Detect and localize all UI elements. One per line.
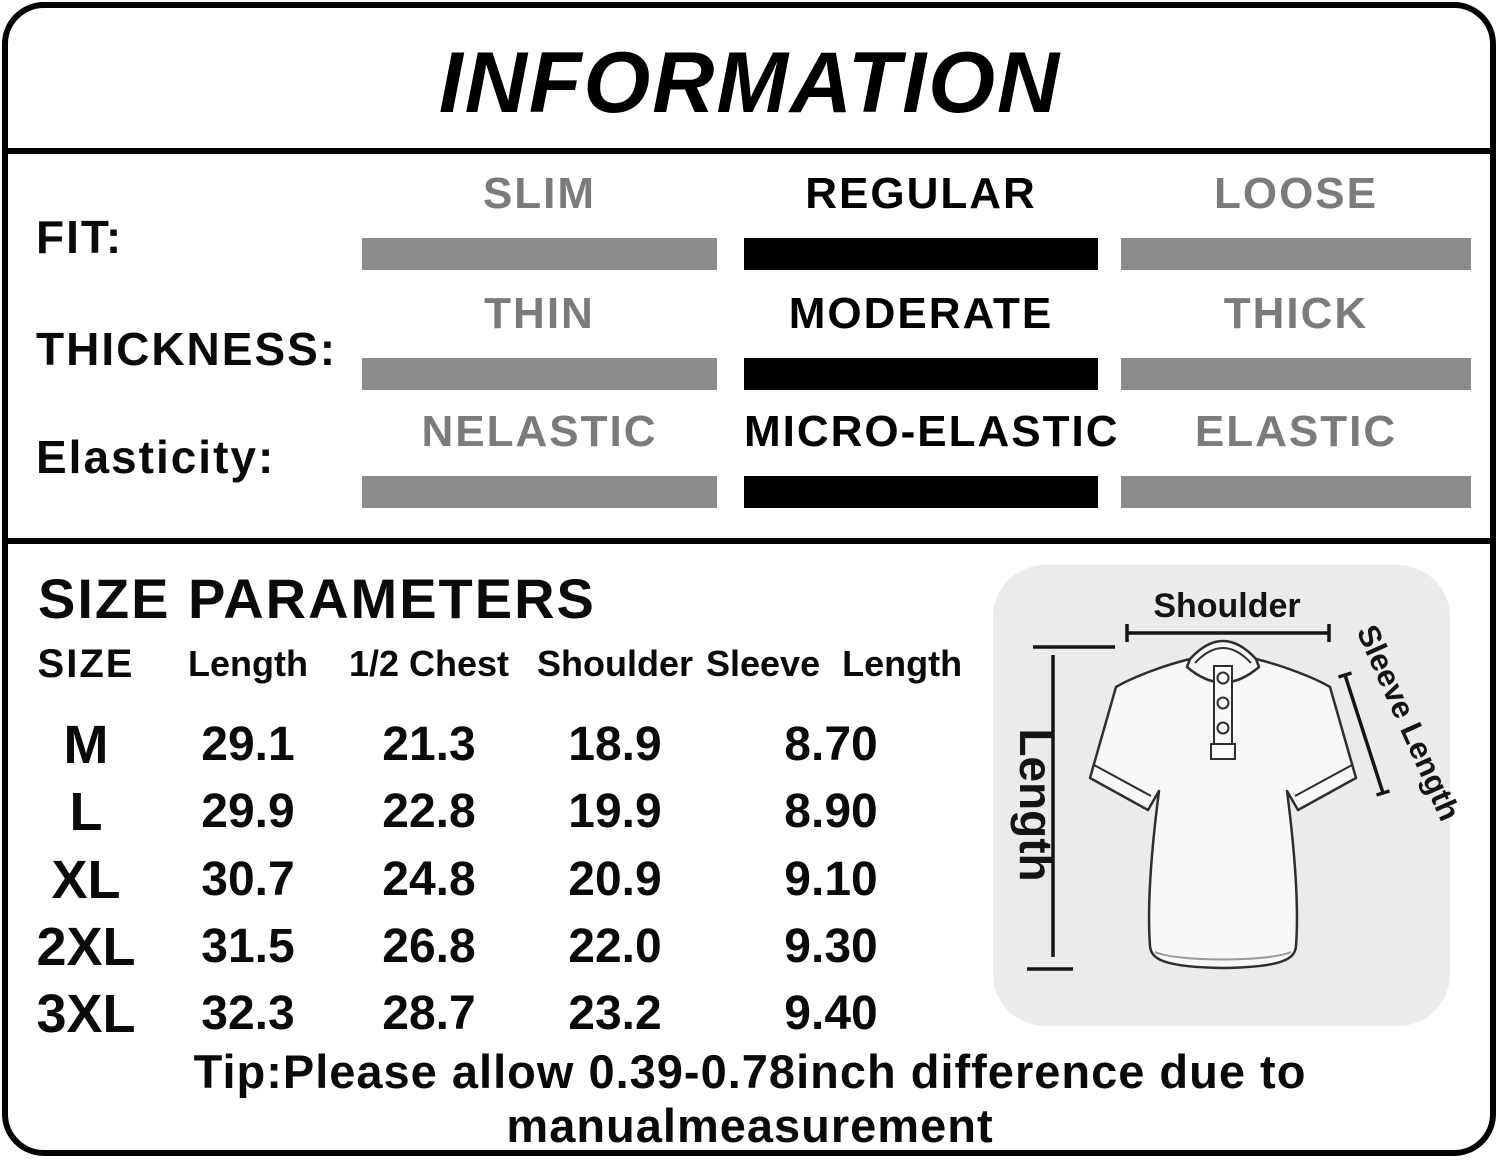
table-cell: 19.9 xyxy=(568,785,662,838)
tip-line-1: Tip:Please allow 0.39-0.78inch differenc… xyxy=(193,1045,1307,1098)
fit-label: FIT: xyxy=(36,211,124,263)
section-divider xyxy=(8,148,1490,154)
table-cell: 29.9 xyxy=(201,785,295,838)
elasticity-label: Elasticity: xyxy=(36,431,276,483)
sleeve-measure-line xyxy=(1337,671,1391,797)
table-cell: 20.9 xyxy=(568,853,662,906)
option-elasticity-micro-elastic: MICRO-ELASTIC xyxy=(744,406,1120,508)
sleeve-cuff-lines xyxy=(1093,764,1353,797)
table-cell: 9.10 xyxy=(784,853,878,906)
table-cell: 28.7 xyxy=(382,987,476,1040)
shirt-measurement-diagram: Shoulder Length Sleeve Length xyxy=(1010,587,1467,971)
thickness-label: THICKNESS: xyxy=(36,323,338,375)
size-label-2xl: 2XL xyxy=(36,917,136,977)
table-cell: 21.3 xyxy=(382,718,476,771)
shirt-outline xyxy=(1088,657,1358,970)
option-bar xyxy=(744,238,1098,270)
table-cell: 8.70 xyxy=(784,718,878,771)
option-bar xyxy=(744,358,1098,390)
option-thickness-moderate: MODERATE xyxy=(744,288,1098,390)
option-label: REGULAR xyxy=(805,169,1037,218)
option-label: THIN xyxy=(484,289,595,338)
col-header-sleeve-length: Sleeve Length xyxy=(706,643,963,684)
option-bar xyxy=(1121,476,1471,508)
option-bar xyxy=(744,476,1098,508)
col-header-length: Length xyxy=(188,643,308,684)
table-cell: 30.7 xyxy=(201,853,295,906)
col-header-half-chest: 1/2 Chest xyxy=(348,643,510,684)
size-label-l: L xyxy=(69,782,103,842)
length-measure-line xyxy=(1027,645,1115,971)
size-parameters-title: SIZE PARAMETERS xyxy=(38,567,596,630)
shoulder-measure-line xyxy=(1125,624,1331,642)
option-bar xyxy=(362,238,717,270)
table-cell: 22.0 xyxy=(568,920,662,973)
size-label-xl: XL xyxy=(51,850,121,910)
table-cell: 26.8 xyxy=(382,920,476,973)
option-label: MICRO-ELASTIC xyxy=(744,407,1120,456)
option-bar xyxy=(362,358,717,390)
table-cell: 9.30 xyxy=(784,920,878,973)
option-fit-regular: REGULAR xyxy=(744,168,1098,270)
shirt-diagram-panel: Shoulder Length Sleeve Length xyxy=(993,565,1467,1026)
option-bar xyxy=(362,476,717,508)
option-label: LOOSE xyxy=(1213,169,1379,218)
option-label: THICK xyxy=(1223,289,1369,338)
placket xyxy=(1210,665,1236,760)
col-header-shoulder: Shoulder xyxy=(536,643,693,684)
tip-line-2: manualmeasurement xyxy=(506,1099,994,1152)
table-cell: 23.2 xyxy=(568,987,662,1040)
size-label-3xl: 3XL xyxy=(36,984,136,1044)
table-cell: 31.5 xyxy=(201,920,295,973)
table-cell: 22.8 xyxy=(382,785,476,838)
size-label-m: M xyxy=(63,715,109,775)
button xyxy=(1216,696,1230,710)
page-title: INFORMATION xyxy=(438,35,1062,131)
table-cell: 18.9 xyxy=(568,718,662,771)
button xyxy=(1216,721,1230,735)
table-cell: 24.8 xyxy=(382,853,476,906)
option-elasticity-elastic: ELASTIC xyxy=(1121,406,1471,508)
sleeve-length-measure-label: Sleeve Length xyxy=(1350,620,1467,826)
table-cell: 8.90 xyxy=(784,785,878,838)
section-divider xyxy=(8,538,1490,544)
hem-inner-line xyxy=(1154,951,1292,961)
table-cell: 29.1 xyxy=(201,718,295,771)
option-fit-loose: LOOSE xyxy=(1121,168,1471,270)
collar xyxy=(1185,639,1261,684)
col-header-size: SIZE xyxy=(37,642,135,686)
shoulder-measure-label: Shoulder xyxy=(1153,587,1300,625)
option-label: SLIM xyxy=(482,169,597,218)
option-bar xyxy=(1121,238,1471,270)
button xyxy=(1216,671,1230,685)
option-label: MODERATE xyxy=(788,289,1054,338)
option-label: ELASTIC xyxy=(1194,407,1398,456)
option-label: NELASTIC xyxy=(421,407,658,456)
option-elasticity-nelastic: NELASTIC xyxy=(362,406,717,508)
option-thickness-thick: THICK xyxy=(1121,288,1471,390)
option-bar xyxy=(1121,358,1471,390)
option-thickness-thin: THIN xyxy=(362,288,717,390)
option-fit-slim: SLIM xyxy=(362,168,717,270)
table-cell: 32.3 xyxy=(201,987,295,1040)
length-measure-label: Length xyxy=(1010,728,1062,881)
table-cell: 9.40 xyxy=(784,987,878,1040)
